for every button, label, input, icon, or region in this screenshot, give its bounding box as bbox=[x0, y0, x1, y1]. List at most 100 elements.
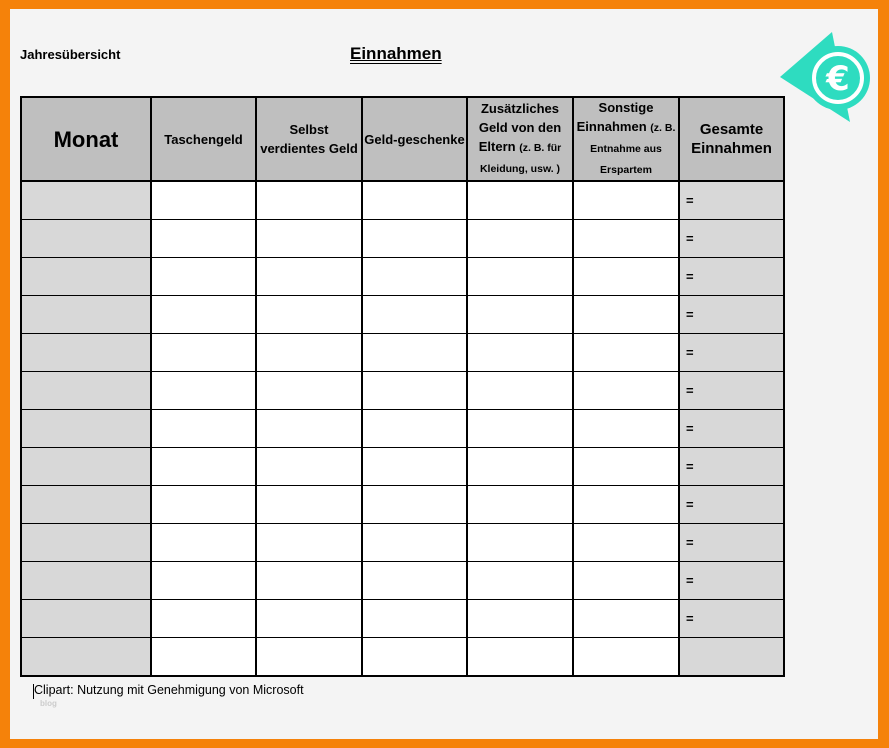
amount-cell[interactable] bbox=[361, 409, 468, 448]
amount-cell[interactable] bbox=[466, 257, 574, 296]
amount-cell[interactable] bbox=[361, 523, 468, 562]
amount-cell[interactable] bbox=[466, 523, 574, 562]
amount-cell[interactable] bbox=[361, 295, 468, 334]
amount-cell[interactable] bbox=[150, 409, 257, 448]
total-cell[interactable]: = bbox=[678, 409, 785, 448]
total-cell[interactable]: = bbox=[678, 257, 785, 296]
amount-cell[interactable] bbox=[572, 409, 680, 448]
subtitle: Jahresübersicht bbox=[20, 47, 121, 62]
amount-cell[interactable] bbox=[150, 447, 257, 486]
amount-cell[interactable] bbox=[572, 219, 680, 258]
month-cell[interactable] bbox=[20, 447, 152, 486]
amount-cell[interactable] bbox=[255, 447, 363, 486]
amount-cell[interactable] bbox=[466, 333, 574, 372]
total-cell[interactable]: = bbox=[678, 599, 785, 638]
amount-cell[interactable] bbox=[466, 295, 574, 334]
amount-cell[interactable] bbox=[150, 599, 257, 638]
amount-cell[interactable] bbox=[466, 599, 574, 638]
amount-cell[interactable] bbox=[572, 371, 680, 410]
month-cell[interactable] bbox=[20, 523, 152, 562]
column-label: Gesamte Einnahmen bbox=[691, 121, 772, 157]
amount-cell[interactable] bbox=[466, 180, 574, 220]
amount-cell[interactable] bbox=[255, 637, 363, 677]
svg-text:€: € bbox=[825, 59, 850, 99]
amount-cell[interactable] bbox=[361, 637, 468, 677]
amount-cell[interactable] bbox=[361, 333, 468, 372]
month-cell[interactable] bbox=[20, 257, 152, 296]
amount-cell[interactable] bbox=[572, 333, 680, 372]
amount-cell[interactable] bbox=[466, 447, 574, 486]
amount-cell[interactable] bbox=[255, 180, 363, 220]
amount-cell[interactable] bbox=[255, 409, 363, 448]
month-cell[interactable] bbox=[20, 637, 152, 677]
month-cell[interactable] bbox=[20, 561, 152, 600]
amount-cell[interactable] bbox=[466, 485, 574, 524]
month-cell[interactable] bbox=[20, 219, 152, 258]
amount-cell[interactable] bbox=[255, 219, 363, 258]
month-cell[interactable] bbox=[20, 409, 152, 448]
amount-cell[interactable] bbox=[572, 447, 680, 486]
month-cell[interactable] bbox=[20, 180, 152, 220]
month-cell[interactable] bbox=[20, 295, 152, 334]
amount-cell[interactable] bbox=[361, 371, 468, 410]
amount-cell[interactable] bbox=[150, 219, 257, 258]
amount-cell[interactable] bbox=[572, 485, 680, 524]
amount-cell[interactable] bbox=[572, 295, 680, 334]
month-cell[interactable] bbox=[20, 371, 152, 410]
amount-cell[interactable] bbox=[150, 637, 257, 677]
amount-cell[interactable] bbox=[361, 447, 468, 486]
total-cell[interactable]: = bbox=[678, 333, 785, 372]
amount-cell[interactable] bbox=[361, 180, 468, 220]
amount-cell[interactable] bbox=[150, 295, 257, 334]
amount-cell[interactable] bbox=[466, 371, 574, 410]
total-cell[interactable]: = bbox=[678, 371, 785, 410]
amount-cell[interactable] bbox=[255, 333, 363, 372]
amount-cell[interactable] bbox=[255, 371, 363, 410]
amount-cell[interactable] bbox=[361, 219, 468, 258]
amount-cell[interactable] bbox=[572, 180, 680, 220]
amount-cell[interactable] bbox=[150, 333, 257, 372]
amount-cell[interactable] bbox=[150, 523, 257, 562]
amount-cell[interactable] bbox=[255, 485, 363, 524]
total-cell[interactable]: = bbox=[678, 523, 785, 562]
amount-cell[interactable] bbox=[361, 561, 468, 600]
amount-cell[interactable] bbox=[150, 180, 257, 220]
amount-cell[interactable] bbox=[150, 257, 257, 296]
total-cell[interactable]: = bbox=[678, 485, 785, 524]
amount-cell[interactable] bbox=[255, 599, 363, 638]
amount-cell[interactable] bbox=[150, 561, 257, 600]
month-cell[interactable] bbox=[20, 333, 152, 372]
amount-cell[interactable] bbox=[572, 523, 680, 562]
total-cell[interactable]: = bbox=[678, 180, 785, 220]
amount-cell[interactable] bbox=[255, 257, 363, 296]
month-cell[interactable] bbox=[20, 599, 152, 638]
total-cell[interactable]: = bbox=[678, 219, 785, 258]
amount-cell[interactable] bbox=[361, 599, 468, 638]
total-cell[interactable]: = bbox=[678, 295, 785, 334]
amount-cell[interactable] bbox=[150, 371, 257, 410]
total-cell[interactable]: = bbox=[678, 447, 785, 486]
amount-cell[interactable] bbox=[255, 561, 363, 600]
amount-cell[interactable] bbox=[150, 485, 257, 524]
amount-cell[interactable] bbox=[572, 637, 680, 677]
amount-cell[interactable] bbox=[466, 219, 574, 258]
amount-cell[interactable] bbox=[572, 599, 680, 638]
total-cell[interactable]: = bbox=[678, 561, 785, 600]
amount-cell[interactable] bbox=[255, 523, 363, 562]
column-header: Gesamte Einnahmen bbox=[678, 96, 785, 182]
amount-cell[interactable] bbox=[572, 257, 680, 296]
amount-cell[interactable] bbox=[361, 257, 468, 296]
amount-cell[interactable] bbox=[466, 409, 574, 448]
amount-cell[interactable] bbox=[255, 295, 363, 334]
page-title: Einnahmen bbox=[350, 44, 442, 63]
total-cell[interactable] bbox=[678, 637, 785, 677]
month-cell[interactable] bbox=[20, 485, 152, 524]
amount-cell[interactable] bbox=[466, 561, 574, 600]
column-label: Monat bbox=[53, 126, 119, 152]
text-cursor bbox=[33, 684, 34, 699]
table-row: = bbox=[20, 485, 785, 524]
amount-cell[interactable] bbox=[466, 637, 574, 677]
amount-cell[interactable] bbox=[361, 485, 468, 524]
amount-cell[interactable] bbox=[572, 561, 680, 600]
column-header: Zusätzliches Geld von den Eltern (z. B. … bbox=[466, 96, 574, 182]
